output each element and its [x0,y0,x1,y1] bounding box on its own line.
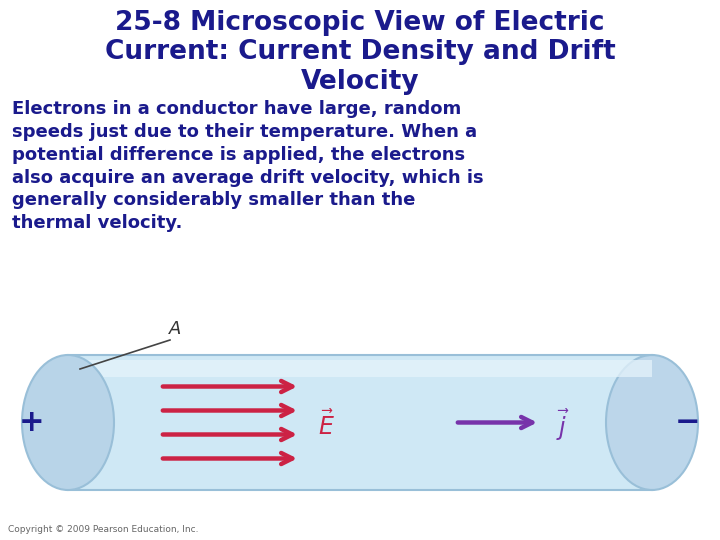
Text: A: A [168,320,181,338]
Text: −: − [675,408,701,437]
Text: thermal velocity.: thermal velocity. [12,214,182,232]
Ellipse shape [22,355,114,490]
Text: speeds just due to their temperature. When a: speeds just due to their temperature. Wh… [12,123,477,141]
Polygon shape [68,355,652,490]
Text: potential difference is applied, the electrons: potential difference is applied, the ele… [12,146,465,164]
Text: Copyright © 2009 Pearson Education, Inc.: Copyright © 2009 Pearson Education, Inc. [8,525,199,534]
Text: 25-8 Microscopic View of Electric: 25-8 Microscopic View of Electric [115,10,605,36]
Text: $\vec{E}$: $\vec{E}$ [318,410,335,440]
Text: Electrons in a conductor have large, random: Electrons in a conductor have large, ran… [12,100,462,118]
Polygon shape [68,360,652,377]
Text: also acquire an average drift velocity, which is: also acquire an average drift velocity, … [12,168,484,187]
Text: Velocity: Velocity [301,69,419,95]
Text: $\vec{j}$: $\vec{j}$ [556,408,570,443]
Text: Current: Current Density and Drift: Current: Current Density and Drift [104,39,616,65]
Text: generally considerably smaller than the: generally considerably smaller than the [12,191,415,210]
Ellipse shape [606,355,698,490]
Text: +: + [19,408,45,437]
